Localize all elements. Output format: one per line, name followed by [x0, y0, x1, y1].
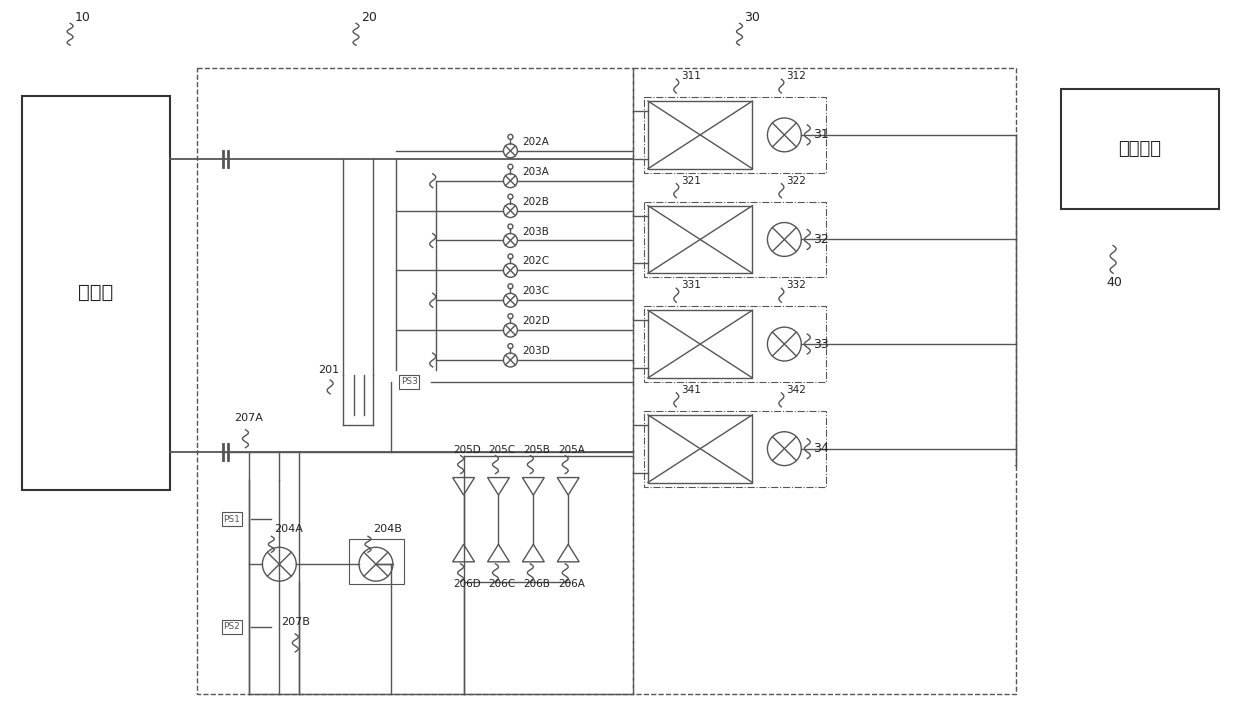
Circle shape — [508, 284, 513, 289]
Bar — [644, 411, 826, 487]
Text: 34: 34 — [813, 442, 830, 455]
Text: 205C: 205C — [489, 445, 516, 455]
Text: PS2: PS2 — [223, 623, 241, 631]
Bar — [399, 375, 419, 389]
Text: 30: 30 — [744, 11, 760, 24]
Circle shape — [508, 254, 513, 259]
Text: 342: 342 — [786, 385, 806, 395]
Text: 202C: 202C — [522, 256, 549, 266]
Polygon shape — [522, 544, 544, 562]
Text: 206D: 206D — [454, 578, 481, 589]
Text: 205B: 205B — [523, 445, 551, 455]
Circle shape — [508, 135, 513, 139]
Circle shape — [768, 118, 801, 152]
Circle shape — [503, 203, 517, 217]
Text: 207B: 207B — [281, 617, 310, 627]
Bar — [22, 96, 170, 489]
Bar — [222, 620, 242, 634]
Text: 321: 321 — [681, 176, 701, 185]
Text: 20: 20 — [361, 11, 377, 24]
Circle shape — [360, 547, 393, 581]
Circle shape — [508, 344, 513, 348]
Text: 341: 341 — [681, 385, 701, 395]
Text: PS3: PS3 — [401, 377, 418, 387]
Bar — [644, 201, 826, 277]
Text: 202A: 202A — [522, 137, 549, 147]
Circle shape — [503, 234, 517, 248]
Circle shape — [503, 144, 517, 158]
Text: 312: 312 — [786, 71, 806, 81]
Bar — [647, 206, 753, 274]
Text: 206A: 206A — [558, 578, 585, 589]
Text: 31: 31 — [813, 128, 830, 141]
Text: 332: 332 — [786, 280, 806, 290]
Polygon shape — [487, 478, 510, 495]
Text: 202B: 202B — [522, 197, 549, 206]
Text: 205D: 205D — [454, 445, 481, 455]
Text: 40: 40 — [1106, 276, 1122, 289]
Bar — [647, 101, 753, 169]
Bar — [197, 68, 632, 694]
Bar — [222, 513, 242, 526]
Text: 322: 322 — [786, 176, 806, 185]
Polygon shape — [522, 478, 544, 495]
Bar — [632, 68, 1017, 694]
Text: 201: 201 — [319, 365, 340, 375]
Bar — [644, 97, 826, 173]
Text: 203C: 203C — [522, 286, 549, 296]
Bar — [647, 415, 753, 482]
Circle shape — [263, 547, 296, 581]
Text: 203A: 203A — [522, 167, 549, 177]
Bar — [1061, 89, 1219, 209]
Text: 311: 311 — [681, 71, 701, 81]
Text: 207A: 207A — [234, 413, 263, 423]
Text: 204A: 204A — [274, 524, 304, 534]
Text: 33: 33 — [813, 337, 830, 350]
Text: 205A: 205A — [558, 445, 585, 455]
Bar — [647, 310, 753, 378]
Circle shape — [503, 174, 517, 188]
Text: 206C: 206C — [489, 578, 516, 589]
Circle shape — [768, 222, 801, 256]
Text: 10: 10 — [76, 11, 91, 24]
Polygon shape — [453, 544, 475, 562]
Text: 203B: 203B — [522, 227, 549, 237]
Circle shape — [508, 164, 513, 169]
Circle shape — [768, 432, 801, 466]
Circle shape — [503, 323, 517, 337]
Circle shape — [503, 353, 517, 367]
Text: 控制模块: 控制模块 — [1118, 140, 1162, 158]
Circle shape — [508, 194, 513, 199]
Circle shape — [508, 224, 513, 229]
Text: 204B: 204B — [373, 524, 402, 534]
Text: 206B: 206B — [523, 578, 551, 589]
Text: 331: 331 — [681, 280, 701, 290]
Polygon shape — [557, 478, 579, 495]
Circle shape — [503, 293, 517, 307]
Circle shape — [503, 264, 517, 277]
Polygon shape — [557, 544, 579, 562]
Circle shape — [768, 327, 801, 361]
Text: 202D: 202D — [522, 316, 551, 326]
Text: 室外机: 室外机 — [78, 283, 114, 302]
Polygon shape — [453, 478, 475, 495]
Text: 203D: 203D — [522, 346, 551, 356]
Bar — [644, 306, 826, 382]
Circle shape — [508, 313, 513, 319]
Text: 32: 32 — [813, 233, 830, 246]
Bar — [348, 539, 404, 584]
Polygon shape — [487, 544, 510, 562]
Text: PS1: PS1 — [223, 515, 241, 524]
